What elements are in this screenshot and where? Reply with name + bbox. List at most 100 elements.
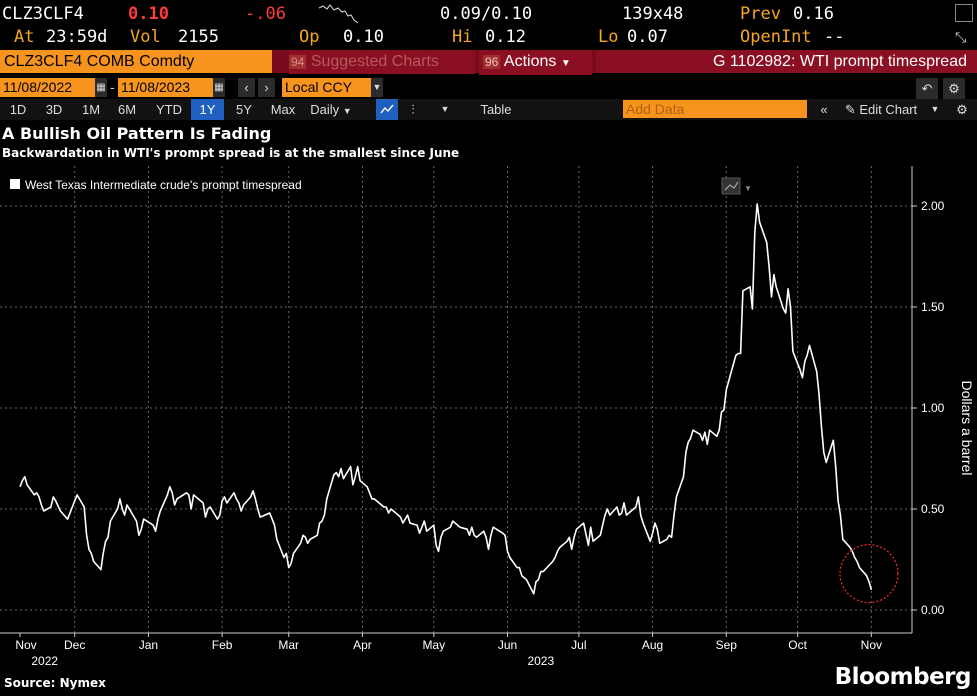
period-3d[interactable]: 3D	[45, 102, 63, 117]
table-button[interactable]: Table	[480, 102, 512, 117]
add-data-input[interactable]: Add Data	[623, 100, 807, 118]
chevron-down-icon[interactable]: ▼	[440, 104, 450, 114]
x-tick-label: Jul	[571, 638, 586, 652]
series-layer	[19, 203, 899, 604]
suggested-number: 94	[289, 55, 307, 69]
at-value: 23:59d	[46, 27, 108, 47]
last-price: 0.10	[128, 4, 169, 24]
x-tick-label: Jun	[498, 638, 517, 652]
x-tick-label: Nov	[15, 638, 36, 652]
end-date-input[interactable]: 11/08/2023	[118, 78, 213, 97]
pencil-icon: ✎	[844, 102, 856, 117]
actions-label: Actions	[503, 53, 557, 70]
prev-period-button[interactable]: ‹	[238, 78, 255, 97]
x-tick-label: Apr	[353, 638, 372, 652]
period-6m[interactable]: 6M	[117, 102, 137, 117]
year-label: 2022	[31, 654, 58, 668]
openint-value: --	[824, 27, 845, 47]
y-tick-label: 1.00	[921, 401, 945, 415]
x-tick-label: May	[422, 638, 445, 652]
chevron-down-icon[interactable]: ▼	[930, 104, 940, 114]
y-axis-label: Dollars a barrel	[959, 381, 975, 476]
actions-button[interactable]: 96 Actions ▼	[479, 50, 592, 75]
chevron-down-icon: ▼	[342, 106, 352, 116]
vol-value: 2155	[178, 27, 219, 47]
prev-label: Prev	[740, 4, 781, 24]
actions-number: 96	[483, 55, 501, 69]
chevron-down-icon[interactable]: ▼	[371, 78, 383, 97]
actions-dropdown-icon: ▼	[560, 58, 571, 69]
high-label: Hi	[452, 27, 473, 47]
date-controls: 11/08/2022 ▦ - 11/08/2023 ▦ ‹ › Local CC…	[0, 78, 977, 99]
period-1d[interactable]: 1D	[9, 102, 27, 117]
collapse-icon[interactable]: «	[820, 102, 828, 117]
x-tick-label: Nov	[861, 638, 882, 652]
security-field[interactable]: CLZ3CLF4 COMB Comdty	[0, 50, 272, 73]
svg-text:▼: ▼	[744, 184, 752, 193]
chart-type-icon[interactable]: ▼	[721, 177, 752, 195]
line-chart-icon[interactable]	[376, 99, 398, 120]
highlight-circle	[839, 544, 899, 604]
low-label: Lo	[598, 27, 619, 47]
x-tick-label: Sep	[716, 638, 738, 652]
openint-label: OpenInt	[740, 27, 812, 47]
edit-chart-button[interactable]: ✎ Edit Chart	[838, 99, 924, 120]
chart-title: A Bullish Oil Pattern Is Fading	[2, 124, 272, 143]
minimize-icon[interactable]	[955, 4, 973, 22]
period-1m[interactable]: 1M	[81, 102, 101, 117]
period-ytd[interactable]: YTD	[156, 102, 182, 117]
low-value: 0.07	[627, 27, 668, 47]
y-tick-label: 2.00	[921, 199, 945, 213]
series-line	[19, 203, 873, 595]
x-tick-label: Jan	[139, 638, 158, 652]
start-date-input[interactable]: 11/08/2022	[0, 78, 95, 97]
undo-icon[interactable]: ↶	[916, 78, 938, 99]
suggested-charts-button[interactable]: 94 Suggested Charts	[289, 50, 475, 74]
legend: West Texas Intermediate crude's prompt t…	[10, 178, 302, 192]
settings-icon[interactable]: ⚙	[956, 102, 968, 117]
source-note: Source: Nymex	[4, 676, 106, 690]
open-value: 0.10	[343, 27, 384, 47]
year-label: 2023	[527, 654, 554, 668]
period-5y[interactable]: 5Y	[236, 102, 252, 117]
bid-ask-size: 139x48	[622, 4, 684, 24]
currency-select[interactable]: Local CCY	[282, 78, 371, 97]
y-tick-label: 0.00	[921, 603, 945, 617]
sparkline-icon	[318, 4, 359, 24]
at-label: At	[14, 27, 35, 47]
gear-icon[interactable]: ⚙	[943, 78, 965, 99]
bid-ask: 0.09/0.10	[440, 4, 533, 24]
bar-chart-icon[interactable]: ⫶	[411, 102, 415, 117]
net-change: -.06	[245, 4, 286, 24]
axes: 0.00 0.50 1.00 1.50 2.00 Nov Dec Jan Feb Mar Apr Ma…	[0, 166, 945, 668]
calendar-icon[interactable]: ▦	[95, 78, 107, 97]
suggested-label: Suggested Charts	[310, 53, 439, 70]
frequency-label: Daily	[310, 102, 340, 117]
date-separator: -	[110, 79, 115, 95]
next-period-button[interactable]: ›	[258, 78, 275, 97]
high-value: 0.12	[485, 27, 526, 47]
bloomberg-logo: Bloomberg	[834, 664, 972, 690]
grid	[0, 166, 912, 633]
chart-subtitle: Backwardation in WTI's prompt spread is …	[2, 146, 460, 160]
period-max[interactable]: Max	[270, 102, 296, 117]
x-tick-label: Dec	[64, 638, 85, 652]
legend-label: West Texas Intermediate crude's prompt t…	[25, 178, 302, 192]
line-chart: 0.00 0.50 1.00 1.50 2.00 Nov Dec Jan Feb Mar Apr Ma…	[0, 166, 975, 668]
frequency-select[interactable]: Daily ▼	[306, 99, 356, 120]
y-tick-label: 0.50	[921, 502, 945, 516]
expand-icon[interactable]: ⤡	[955, 29, 967, 45]
x-tick-label: Feb	[212, 638, 233, 652]
calendar-icon[interactable]: ▦	[213, 78, 225, 97]
y-tick-label: 1.50	[921, 300, 945, 314]
vol-label: Vol	[130, 27, 161, 47]
toolbar: 1D 3D 1M 6M YTD 1Y 5Y Max Daily ▼ ⫶ ▼ Ta…	[0, 78, 977, 120]
legend-swatch	[10, 179, 20, 189]
x-tick-label: Oct	[788, 638, 807, 652]
x-tick-label: Aug	[642, 638, 663, 652]
x-tick-label: Mar	[278, 638, 299, 652]
edit-chart-label: Edit Chart	[859, 102, 918, 117]
period-1y[interactable]: 1Y	[191, 99, 224, 120]
ticker: CLZ3CLF4	[2, 4, 84, 24]
chart-id: G 1102982: WTI prompt timespread	[596, 50, 977, 73]
